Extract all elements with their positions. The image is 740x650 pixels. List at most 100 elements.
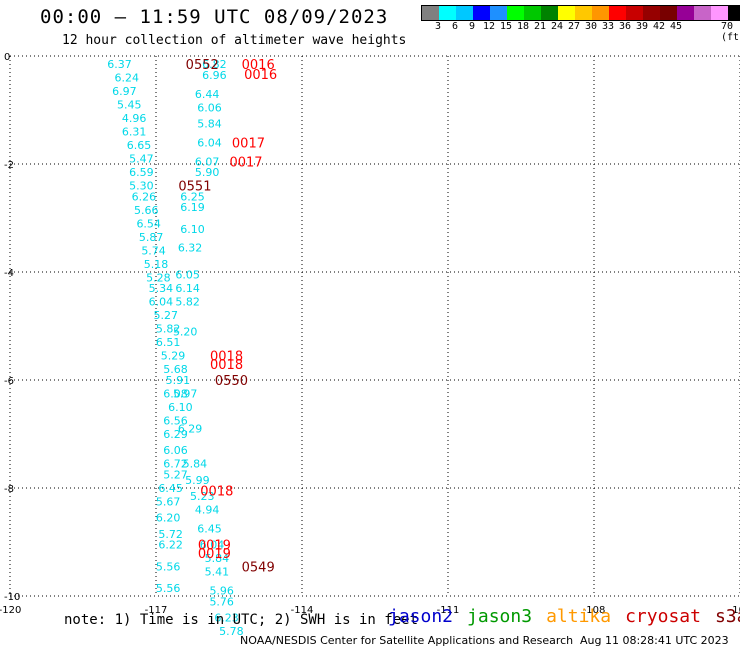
wave-height-label: 5.72	[158, 528, 183, 541]
chart-title: 00:00 – 11:59 UTC 08/09/2023	[40, 6, 389, 28]
pass-time-label: 0019	[198, 547, 231, 562]
wave-height-label: 6.45	[197, 523, 222, 536]
pass-time-label: 0018	[210, 358, 243, 373]
wave-height-label: 6.45	[158, 482, 183, 495]
y-tick-label: -4	[4, 268, 14, 279]
x-tick-label: -114	[291, 605, 314, 616]
color-scale-swatch	[524, 6, 541, 20]
satellite-legend-cryosat: cryosat	[625, 606, 701, 627]
color-scale-swatch	[422, 6, 439, 20]
wave-height-label: 6.14	[175, 282, 200, 295]
color-scale-label: 27	[567, 21, 581, 32]
wave-height-label: 6.25	[180, 190, 205, 203]
wave-height-label: 5.76	[209, 595, 234, 608]
wave-height-label: 6.08	[163, 388, 188, 401]
wave-height-label: 6.06	[163, 444, 188, 457]
wave-height-label: 6.07	[195, 155, 220, 168]
wave-height-label: 5.18	[144, 258, 169, 271]
pass-time-label: 0550	[215, 374, 248, 389]
pass-time-label: 0549	[242, 560, 275, 575]
pass-time-label: 0551	[178, 180, 211, 195]
color-scale-swatch	[439, 6, 456, 20]
color-scale-swatch	[694, 6, 711, 20]
chart-subtitle: 12 hour collection of altimeter wave hei…	[62, 33, 407, 48]
color-scale-bar	[421, 5, 740, 21]
wave-height-label: 5.34	[149, 282, 174, 295]
wave-height-label: 5.29	[161, 350, 186, 363]
wave-height-label: 5.47	[129, 153, 154, 166]
wave-height-label: 6.54	[136, 217, 161, 230]
satellite-legend-altika: altika	[546, 606, 612, 627]
color-scale-swatch	[541, 6, 558, 20]
wave-height-label: 5.87	[139, 231, 164, 244]
wave-height-label: 5.56	[156, 560, 181, 573]
color-scale-label: 42	[652, 21, 666, 32]
color-scale-label: 15	[499, 21, 513, 32]
wave-height-label: 5.84	[205, 552, 230, 565]
wave-height-label: 5.91	[166, 374, 191, 387]
color-scale-swatch	[575, 6, 592, 20]
x-tick-label: -105	[729, 605, 740, 616]
satellite-legend-jason3: jason3	[467, 606, 533, 627]
color-scale-swatch	[660, 6, 677, 20]
wave-height-label: 6.04	[149, 296, 174, 309]
y-tick-label: -2	[4, 160, 14, 171]
color-scale-swatch	[558, 6, 575, 20]
wave-height-label: 6.44	[195, 88, 220, 101]
wave-height-label: 6.24	[115, 72, 140, 85]
wave-height-label: 5.90	[195, 166, 220, 179]
wave-height-label: 5.56	[156, 582, 181, 595]
pass-time-label: 0017	[232, 136, 265, 151]
wave-height-label: 5.30	[129, 180, 154, 193]
wave-height-label: 6.59	[129, 166, 154, 179]
wave-height-label: 6.97	[112, 85, 137, 98]
wave-height-label: 5.67	[156, 496, 181, 509]
wave-height-label: 6.23	[214, 612, 239, 625]
pass-time-label: 0016	[242, 58, 275, 73]
wave-height-label: 5.97	[173, 388, 198, 401]
pass-time-label: 0016	[244, 68, 277, 83]
satellite-legend-jason2: jason2	[388, 606, 454, 627]
wave-height-label: 6.31	[122, 126, 147, 139]
color-scale-label: 3	[434, 21, 442, 32]
satellite-legend: jason2 jason3 altika cryosat s3a	[388, 606, 740, 627]
wave-height-label: 5.84	[183, 458, 208, 471]
wave-height-label: 5.41	[205, 566, 230, 579]
pass-time-label: 0019	[198, 539, 231, 554]
wave-height-label: 5.66	[134, 204, 159, 217]
y-tick-label: 0	[4, 52, 10, 63]
color-scale-label: 12	[482, 21, 496, 32]
wave-height-label: 6.72	[163, 458, 188, 471]
wave-height-label: 6.29	[163, 428, 188, 441]
wave-height-label: 5.27	[153, 309, 178, 322]
color-scale-swatch	[728, 6, 740, 20]
wave-height-label: 5.68	[163, 363, 188, 376]
wave-height-label: 6.51	[156, 336, 181, 349]
pass-time-label: 0552	[186, 58, 219, 73]
wave-height-label: 6.32	[178, 242, 203, 255]
y-tick-label: -10	[4, 592, 20, 603]
wave-height-label: 6.56	[163, 415, 188, 428]
color-scale-label: 70 (ft)	[720, 21, 740, 43]
wave-height-label: 6.04	[197, 136, 222, 149]
wave-height-label: 5.20	[173, 325, 198, 338]
pass-time-label: 0017	[229, 155, 262, 170]
wave-height-label: 5.45	[117, 99, 142, 112]
wave-height-label: 6.26	[132, 190, 157, 203]
color-scale-label: 39	[635, 21, 649, 32]
color-scale-label: 9	[468, 21, 476, 32]
generated-timestamp: Aug 11 08:28:41 UTC 2023	[580, 634, 729, 647]
color-scale-swatch	[507, 6, 524, 20]
color-scale-label: 18	[516, 21, 530, 32]
color-scale-swatch	[609, 6, 626, 20]
x-tick-label: -117	[145, 605, 168, 616]
wave-height-label: 6.20	[156, 512, 181, 525]
color-scale-swatch	[473, 6, 490, 20]
color-scale-swatch	[711, 6, 728, 20]
color-scale-label: 24	[550, 21, 564, 32]
color-scale-swatch	[490, 6, 507, 20]
credit-line: NOAA/NESDIS Center for Satellite Applica…	[240, 634, 574, 647]
wave-height-label: 6.37	[107, 58, 132, 71]
wave-height-label: 6.10	[168, 401, 193, 414]
color-scale-swatch	[456, 6, 473, 20]
